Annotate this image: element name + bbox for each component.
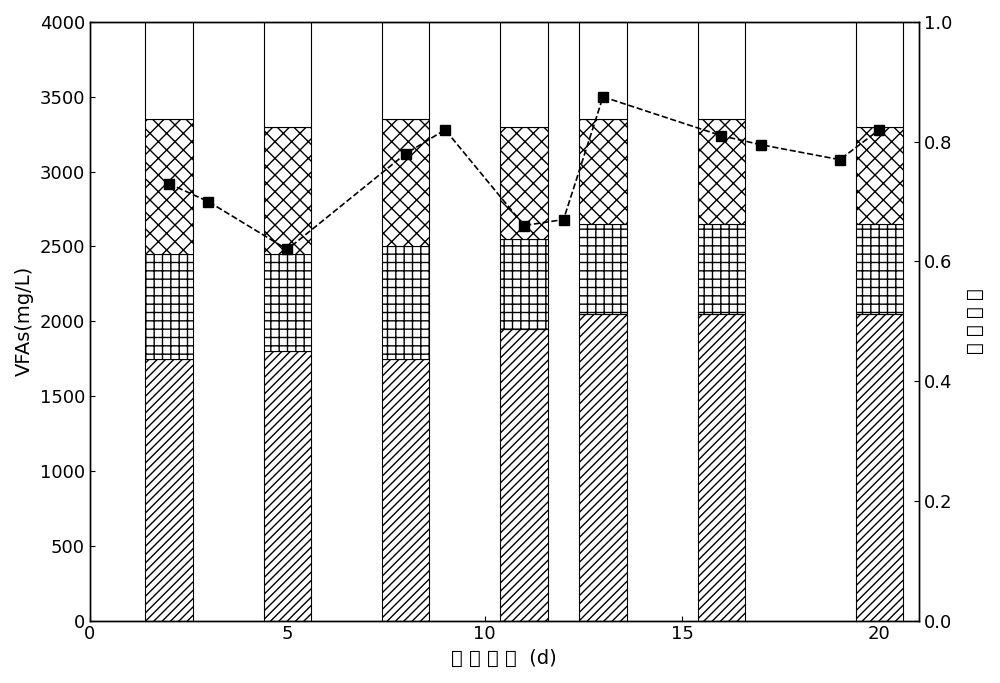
Y-axis label: 各 酸 比 例: 各 酸 比 例 [966,288,985,354]
Bar [145,254,193,359]
Bar [145,22,193,120]
Bar [264,22,311,127]
Bar [500,329,548,621]
Bar [856,22,903,127]
Bar [698,22,745,120]
Bar [382,359,429,621]
Bar [264,127,311,254]
Bar [579,224,627,313]
Bar [382,120,429,247]
Bar [264,351,311,621]
Bar [264,254,311,351]
Bar [856,224,903,313]
Y-axis label: VFAs(mg/L): VFAs(mg/L) [15,266,34,376]
Bar [856,313,903,621]
X-axis label: 运 行 时 间  (d): 运 行 时 间 (d) [451,649,557,668]
Bar [698,313,745,621]
Bar [579,120,627,224]
Bar [382,247,429,359]
Bar [698,120,745,224]
Bar [145,120,193,254]
Bar [500,22,548,127]
Bar [145,359,193,621]
Bar [382,22,429,120]
Bar [698,224,745,313]
Bar [500,127,548,239]
Bar [579,313,627,621]
Bar [500,239,548,329]
Bar [579,22,627,120]
Bar [856,127,903,224]
